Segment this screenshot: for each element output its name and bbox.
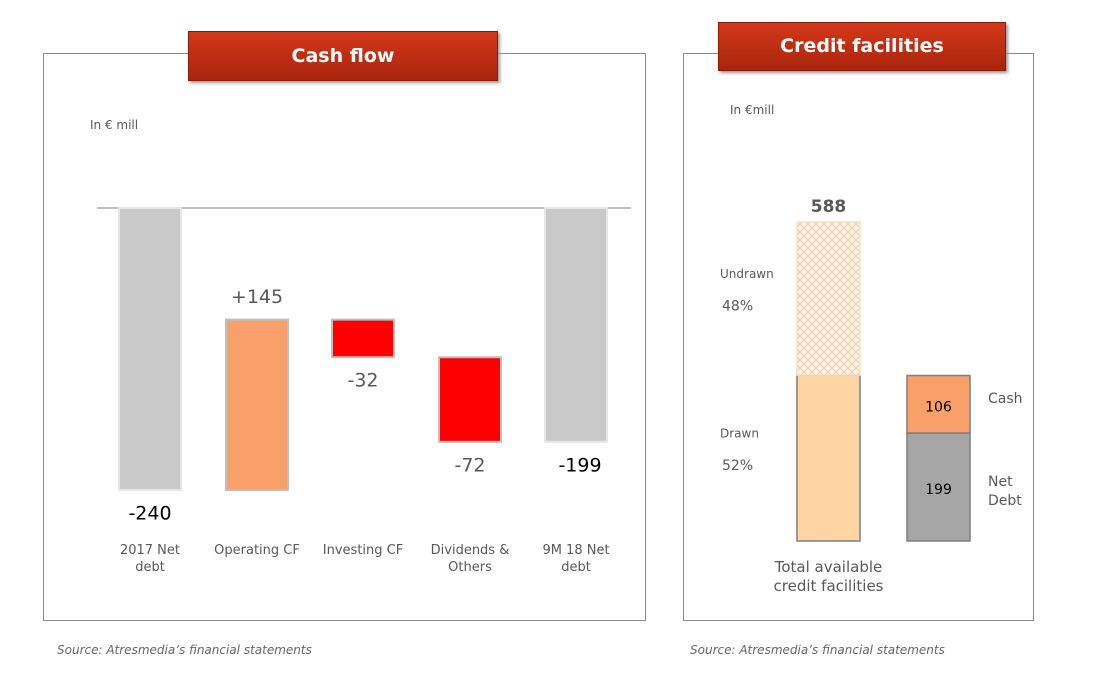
source: Source: Atresmedia’s financial statement… [690, 643, 945, 657]
value-label: 52% [722, 458, 753, 474]
x-tick-label: Dividends & Others [430, 543, 510, 575]
x-tick-label: Operating CF [214, 543, 300, 558]
legend-label: Net Debt [988, 474, 1022, 510]
bar [225, 318, 289, 491]
value-label: 199 [925, 482, 952, 498]
value-label: -32 [347, 370, 378, 392]
bar [438, 356, 502, 443]
value-label: +145 [231, 286, 283, 308]
value-label: -199 [558, 454, 601, 476]
value-label: -240 [128, 503, 171, 525]
x-tick-label: Investing CF [322, 543, 404, 558]
segment-name: Undrawn [720, 267, 774, 281]
bar [331, 318, 395, 359]
value-label: 106 [925, 399, 952, 415]
subtitle: In € mill [90, 118, 139, 132]
x-tick-label: 9M 18 Net debt [542, 543, 610, 575]
bar [118, 207, 182, 491]
x-tick-label: 2017 Net debt [119, 543, 181, 575]
segment-name: Drawn [720, 427, 759, 441]
chart-title: Cash flow [188, 31, 498, 81]
bar [544, 207, 608, 443]
total-label: 588 [811, 197, 847, 217]
x-tick-label: Total available credit facilities [773, 558, 884, 595]
bar-segment [796, 374, 861, 542]
value-label: 48% [722, 299, 753, 315]
legend-label: Cash [988, 391, 1023, 408]
source: Source: Atresmedia’s financial statement… [57, 643, 312, 657]
chart-title: Credit facilities [718, 22, 1006, 71]
bar-segment [906, 432, 971, 542]
bar-segment [796, 221, 861, 376]
bar-segment [906, 374, 971, 434]
value-label: -72 [454, 454, 485, 476]
subtitle: In €mill [730, 103, 775, 117]
